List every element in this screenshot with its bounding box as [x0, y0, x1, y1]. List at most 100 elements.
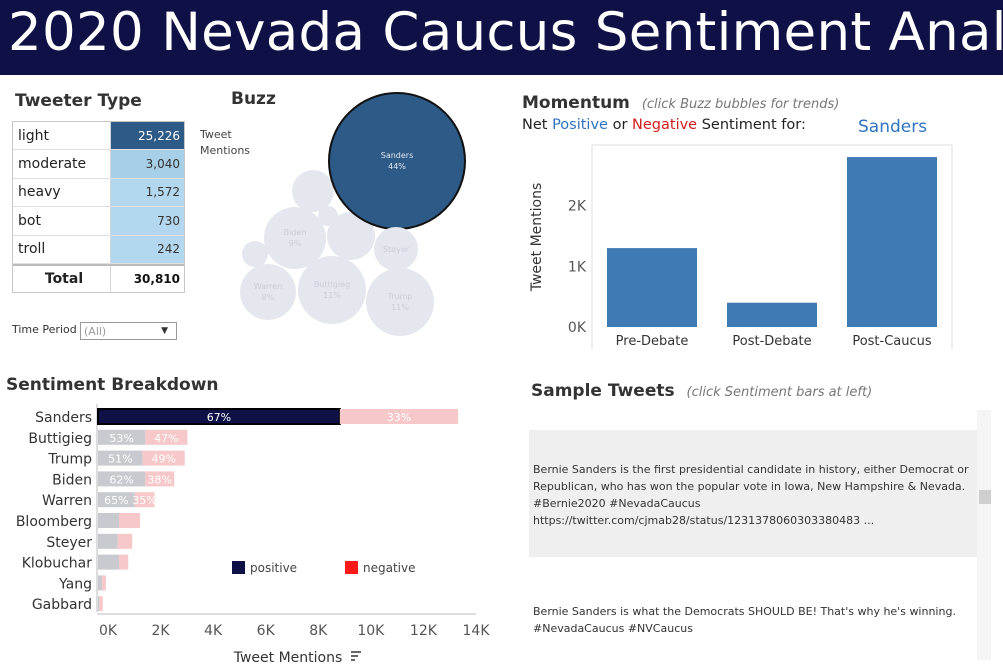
- momentum-title-text: Momentum: [522, 93, 630, 113]
- momentum-x-label: Post-Debate: [732, 334, 811, 349]
- sentiment-negative-pct: 35%: [132, 494, 156, 507]
- tweeter-type-label: troll: [13, 235, 111, 263]
- buzz-side-label-line1: Tweet: [200, 128, 232, 141]
- tweeter-type-value: 25,226: [111, 122, 184, 150]
- momentum-y-tick: 1K: [568, 259, 587, 275]
- total-label: Total: [13, 265, 111, 293]
- sentiment-bar-positive: [98, 533, 118, 549]
- sentiment-bar-negative: [145, 429, 188, 445]
- subtitle-or: or: [612, 117, 628, 133]
- tweeter-type-label: bot: [13, 207, 111, 235]
- sentiment-bar-positive: [98, 596, 100, 612]
- legend-negative-swatch: [345, 561, 358, 574]
- time-period-dropdown[interactable]: (All) ▼: [80, 322, 177, 340]
- sentiment-negative-pct: 33%: [387, 411, 411, 424]
- sentiment-negative-pct: 47%: [154, 432, 178, 445]
- buzz-bubble-warren[interactable]: Warren 8%: [240, 264, 296, 320]
- sentiment-bar-negative: [99, 596, 103, 612]
- sentiment-category-label: Klobuchar: [22, 556, 93, 572]
- momentum-chart: 0K 1K 2K Tweet Mentions Pre-Debate Post-Debat…: [529, 144, 953, 349]
- tweeter-type-title: Tweeter Type: [15, 91, 142, 111]
- tweeter-type-row[interactable]: troll 242: [13, 235, 184, 264]
- subtitle-negative: Negative: [632, 117, 698, 133]
- buzz-bubble-pct: 8%: [261, 293, 275, 302]
- momentum-bar: [847, 157, 937, 327]
- buzz-bubble-trump[interactable]: Trump 11%: [366, 268, 434, 336]
- buzz-bubble-pct: 11%: [391, 303, 409, 312]
- time-period-value: (All): [84, 324, 107, 338]
- momentum-subtitle: Net Positive or Negative Sentiment for:: [522, 117, 806, 133]
- sentiment-negative-pct: 38%: [148, 473, 172, 486]
- tweeter-type-row[interactable]: light 25,226: [13, 122, 184, 151]
- tweets-title-text: Sample Tweets: [531, 381, 675, 401]
- tweeter-type-label: moderate: [13, 150, 111, 178]
- momentum-bar: [727, 302, 817, 327]
- sentiment-category-label: Warren: [42, 493, 92, 509]
- sentiment-positive-pct: 62%: [109, 473, 133, 486]
- momentum-x-label: Pre-Debate: [616, 334, 689, 349]
- sentiment-category-label: Biden: [52, 472, 92, 488]
- momentum-bar: [607, 248, 697, 327]
- sentiment-category-label: Yang: [58, 576, 92, 592]
- tweets-list[interactable]: Bernie Sanders is the first presidential…: [529, 410, 991, 660]
- sentiment-category-label: Gabbard: [32, 597, 92, 613]
- buzz-bubble-name: Biden: [283, 228, 307, 237]
- tweets-scrollbar[interactable]: [977, 410, 991, 660]
- tweets-list-top: [529, 410, 977, 430]
- sentiment-category-label: Trump: [47, 452, 92, 468]
- sentiment-bar-negative: [134, 492, 155, 508]
- sentiment-x-tick: 4K: [204, 623, 223, 639]
- sentiment-bar-negative: [119, 513, 141, 528]
- buzz-bubble-buttigieg[interactable]: Buttigieg 11%: [298, 256, 366, 324]
- tweet-item[interactable]: Bernie Sanders is what the Democrats SHO…: [533, 605, 956, 635]
- sentiment-bar-positive: [98, 554, 120, 570]
- sentiment-title: Sentiment Breakdown: [6, 375, 219, 395]
- tweeter-type-label: heavy: [13, 178, 111, 207]
- momentum-candidate: Sanders: [858, 117, 928, 137]
- sentiment-bar-positive: [98, 575, 102, 591]
- buzz-bubble-name: Sanders: [380, 151, 414, 160]
- tweeter-type-value: 1,572: [111, 178, 184, 207]
- sentiment-bar-negative: [119, 554, 129, 570]
- sentiment-category-label: Sanders: [35, 410, 92, 426]
- buzz-bubble-unlabeled[interactable]: [318, 206, 338, 226]
- buzz-bubble-name: Warren: [253, 282, 283, 291]
- momentum-y-tick: 0K: [568, 320, 587, 336]
- tweet-item[interactable]: Bernie Sanders is the first presidential…: [533, 463, 969, 527]
- sentiment-positive-pct: 65%: [104, 494, 128, 507]
- tweet-row-bg: [529, 430, 977, 557]
- sentiment-bar-negative: [142, 450, 185, 466]
- tweeter-type-row[interactable]: moderate 3,040: [13, 150, 184, 179]
- title-bar: 2020 Nevada Caucus Sentiment Analysis: [0, 0, 1003, 75]
- momentum-hint: (click Buzz bubbles for trends): [641, 97, 840, 112]
- buzz-bubble-steyer[interactable]: Steyer: [374, 227, 418, 271]
- momentum-y-label: Tweet Mentions: [529, 183, 545, 293]
- tweeter-type-total-row: Total 30,810: [13, 263, 184, 293]
- sentiment-x-tick: 14K: [463, 623, 491, 639]
- tweets-hint: (click Sentiment bars at left): [686, 385, 873, 400]
- buzz-bubble-pct: 9%: [288, 239, 302, 248]
- buzz-bubble-unlabeled[interactable]: [292, 170, 334, 212]
- sentiment-bar-positive: [98, 513, 120, 528]
- dashboard-title: 2020 Nevada Caucus Sentiment Analysis: [8, 2, 1003, 63]
- chevron-down-icon: ▼: [161, 326, 168, 336]
- sort-icon: [351, 651, 361, 661]
- sentiment-x-tick: 8K: [309, 623, 328, 639]
- sentiment-x-label: Tweet Mentions: [233, 650, 343, 666]
- buzz-bubble-biden[interactable]: Biden 9%: [264, 207, 326, 269]
- sentiment-x-tick: 12K: [410, 623, 438, 639]
- time-period-label: Time Period: [12, 323, 77, 336]
- buzz-side-label: Tweet Mentions: [200, 127, 250, 159]
- tweeter-type-row[interactable]: bot 730: [13, 207, 184, 236]
- sentiment-bar-positive: [98, 471, 146, 487]
- sentiment-x-tick: 2K: [152, 623, 171, 639]
- sentiment-bar-positive: [98, 492, 135, 508]
- buzz-bubble-name: Buttigieg: [313, 280, 351, 289]
- legend-positive-label: positive: [250, 561, 298, 575]
- momentum-title: Momentum (click Buzz bubbles for trends): [522, 93, 839, 113]
- tweeter-type-row[interactable]: heavy 1,572: [13, 178, 184, 208]
- tweets-scroll-thumb[interactable]: [979, 490, 991, 504]
- buzz-bubble-sanders[interactable]: Sanders 44%: [328, 92, 466, 230]
- buzz-bubble-unlabeled[interactable]: [242, 241, 268, 267]
- sentiment-positive-pct: 51%: [108, 453, 132, 466]
